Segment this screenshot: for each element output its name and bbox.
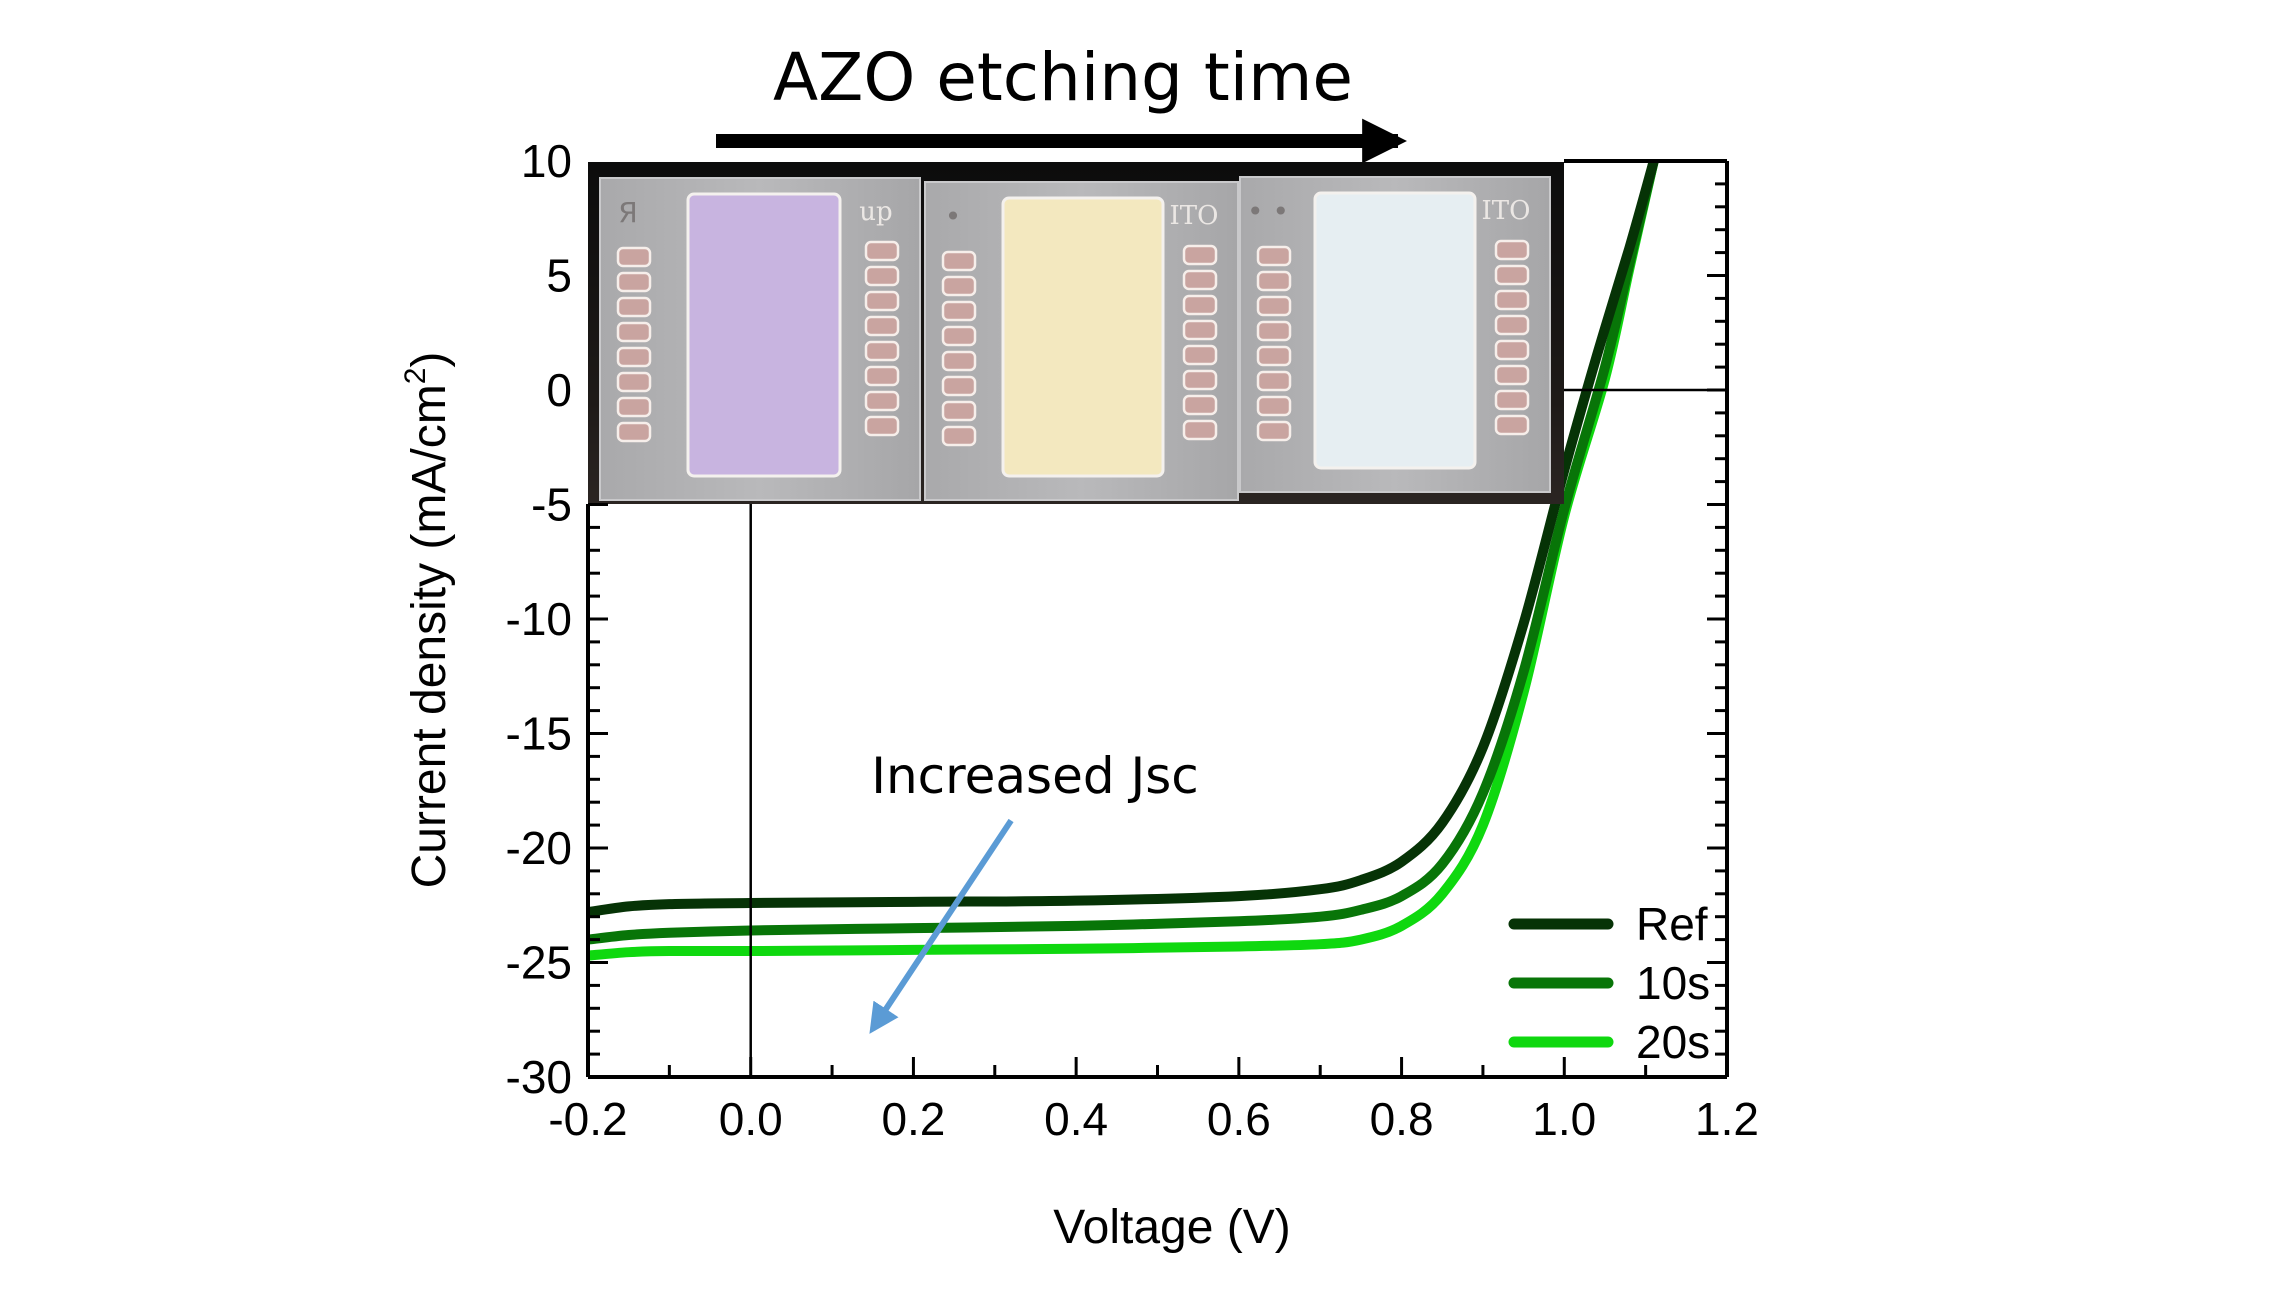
contact-pad <box>864 240 900 262</box>
contact-pad <box>1256 320 1292 342</box>
legend-label-ref: Ref <box>1636 898 1708 950</box>
contact-pad <box>1182 369 1218 391</box>
contact-pad <box>864 340 900 362</box>
contact-pad <box>864 390 900 412</box>
y-tick-label: -30 <box>506 1051 572 1103</box>
contact-pad <box>1182 294 1218 316</box>
increased-jsc-arrow <box>869 818 1014 1034</box>
contact-pad <box>1256 420 1292 442</box>
x-tick-label: 1.2 <box>1695 1093 1759 1145</box>
x-tick-label: 0.2 <box>881 1093 945 1145</box>
contact-pad <box>616 321 652 343</box>
substrate-1: up Я <box>599 177 921 501</box>
legend: Ref 10s 20s <box>1508 898 1710 1068</box>
substrate-corner-mark: Я <box>618 196 637 229</box>
contact-pad <box>1182 394 1218 416</box>
contact-pad <box>1494 289 1530 311</box>
contact-pad <box>616 421 652 443</box>
y-axis-title-close: ) <box>403 352 456 368</box>
y-tick-label: -10 <box>506 593 572 645</box>
contact-pad <box>1182 269 1218 291</box>
contact-pad <box>1494 389 1530 411</box>
legend-label-10s: 10s <box>1636 957 1710 1009</box>
contact-pad <box>941 350 977 372</box>
contact-pad <box>864 290 900 312</box>
contact-pad <box>941 375 977 397</box>
y-axis-title: Current density (mA/cm2) <box>399 352 456 889</box>
contact-pad <box>941 325 977 347</box>
x-tick-label: -0.2 <box>548 1093 627 1145</box>
contact-pad <box>616 246 652 268</box>
substrate-label: ITO <box>1482 196 1531 226</box>
contact-pad <box>864 315 900 337</box>
contact-pad <box>864 265 900 287</box>
y-tick-label: 0 <box>546 364 572 416</box>
contact-pad <box>1182 419 1218 441</box>
contact-pad <box>1256 295 1292 317</box>
annotation-increased-jsc: Increased Jsc <box>871 747 1199 805</box>
contact-pad <box>941 425 977 447</box>
contact-pad <box>864 415 900 437</box>
x-tick-label: 0.0 <box>719 1093 783 1145</box>
y-axis-title-main: Current density (mA/cm <box>403 384 456 888</box>
contact-pad <box>1494 314 1530 336</box>
y-tick-label: 5 <box>546 250 572 302</box>
contact-pad <box>1494 414 1530 436</box>
contact-pad <box>1182 319 1218 341</box>
series-line-10s <box>588 161 1659 945</box>
contact-pad <box>616 296 652 318</box>
contact-pad <box>1494 264 1530 286</box>
active-film <box>1313 191 1477 470</box>
contact-pad <box>1256 270 1292 292</box>
x-tick-label: 1.0 <box>1532 1093 1596 1145</box>
substrate-label: up <box>859 197 892 227</box>
chart-title: AZO etching time <box>773 39 1353 116</box>
y-tick-label: -20 <box>506 822 572 874</box>
legend-label-20s: 20s <box>1636 1016 1710 1068</box>
substrate-corner-mark: • <box>945 200 962 233</box>
y-axis-title-superscript: 2 <box>399 368 432 385</box>
contact-pad <box>1182 244 1218 266</box>
contact-pad <box>1182 344 1218 366</box>
y-tick-label: -5 <box>531 479 572 531</box>
contact-pad <box>616 371 652 393</box>
contact-pad <box>941 275 977 297</box>
contact-pad <box>1256 370 1292 392</box>
contact-pad <box>1256 245 1292 267</box>
contact-pad <box>616 271 652 293</box>
substrate-3: ITO • • <box>1239 176 1551 493</box>
x-tick-label: 0.8 <box>1370 1093 1434 1145</box>
contact-pad <box>941 300 977 322</box>
axes: -0.2 0.0 0.2 0.4 0.6 0.8 1.0 1.2 10 5 0 -5 -10 -15 -20… <box>506 135 1759 1145</box>
zero-lines <box>749 388 1727 1077</box>
active-film <box>686 192 842 478</box>
contact-pad <box>941 250 977 272</box>
contact-pad <box>1494 339 1530 361</box>
substrate-2: ITO • <box>924 181 1239 501</box>
substrate-corner-mark: • • <box>1247 195 1289 228</box>
contact-pad <box>1256 345 1292 367</box>
contact-pad <box>864 365 900 387</box>
contact-pad <box>941 400 977 422</box>
x-tick-label: 0.6 <box>1207 1093 1271 1145</box>
inset-photo: up Я ITO • ITO • • <box>588 162 1564 504</box>
y-tick-label: 10 <box>521 135 572 187</box>
contact-pad <box>616 346 652 368</box>
contact-pad <box>1256 395 1292 417</box>
x-axis-title: Voltage (V) <box>1053 1201 1290 1254</box>
contact-pad <box>616 396 652 418</box>
y-tick-label: -25 <box>506 937 572 989</box>
substrate-label: ITO <box>1170 201 1219 231</box>
contact-pad <box>1494 239 1530 261</box>
contact-pad <box>1494 364 1530 386</box>
active-film <box>1001 196 1165 478</box>
y-tick-label: -15 <box>506 708 572 760</box>
x-tick-label: 0.4 <box>1044 1093 1108 1145</box>
